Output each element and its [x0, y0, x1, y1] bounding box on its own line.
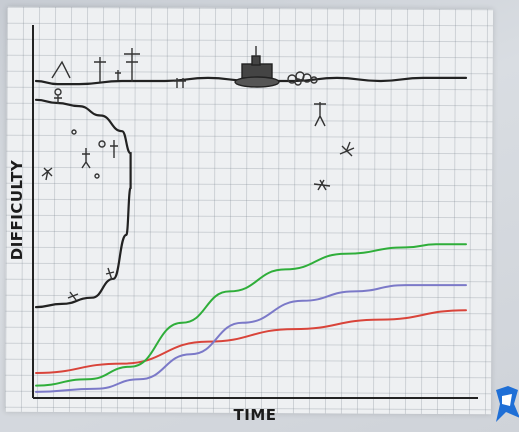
- cliff-figures-illustration: [41, 46, 355, 301]
- cross-icon: [174, 78, 180, 88]
- series-line-0: [35, 309, 467, 374]
- peak-drawing: [51, 60, 71, 79]
- series-line-4: [34, 76, 468, 86]
- head-shape: [98, 140, 106, 148]
- series-line-2: [35, 284, 467, 393]
- cross-icon: [115, 70, 121, 80]
- rock-shape: [71, 129, 77, 135]
- series-line-1: [35, 243, 467, 387]
- falling-figure-icon: [41, 167, 53, 181]
- falling-figure-icon: [339, 141, 355, 157]
- x-axis-label: TIME: [234, 406, 277, 424]
- series-line-3: [34, 98, 132, 309]
- cross-icon: [124, 48, 140, 82]
- small-figure-icon: [105, 267, 115, 281]
- falling-figure-icon: [81, 148, 91, 169]
- debris-pile-drawing: [287, 71, 318, 86]
- logo-mark-icon: [496, 386, 519, 422]
- y-axis-label: DIFFICULTY: [8, 159, 26, 260]
- rock-shape: [94, 173, 100, 179]
- series-layer: [34, 76, 468, 393]
- tank-drawing: [234, 46, 280, 88]
- falling-figure-icon: [313, 179, 331, 191]
- small-figure-icon: [67, 291, 79, 301]
- falling-figure-icon: [110, 140, 118, 158]
- falling-figure-icon: [314, 102, 326, 127]
- cross-icon: [94, 57, 106, 82]
- falling-figure-icon: [54, 88, 62, 104]
- cross-icon: [180, 78, 186, 88]
